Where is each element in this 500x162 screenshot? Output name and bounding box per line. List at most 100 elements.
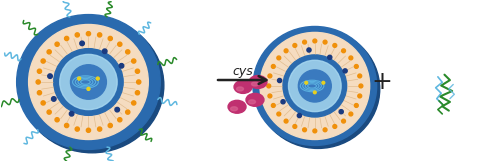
Circle shape	[354, 104, 358, 107]
Circle shape	[36, 80, 40, 84]
Circle shape	[328, 55, 332, 59]
Circle shape	[342, 119, 345, 123]
Circle shape	[136, 69, 140, 73]
Circle shape	[284, 119, 288, 123]
Circle shape	[302, 128, 306, 132]
Circle shape	[343, 69, 347, 73]
Circle shape	[119, 64, 124, 68]
Ellipse shape	[42, 45, 92, 79]
Ellipse shape	[248, 100, 256, 104]
Circle shape	[118, 42, 122, 46]
Circle shape	[38, 91, 42, 95]
Ellipse shape	[16, 15, 160, 149]
Circle shape	[268, 74, 272, 78]
Circle shape	[47, 110, 51, 114]
Circle shape	[323, 40, 327, 44]
Circle shape	[298, 113, 302, 118]
Circle shape	[272, 64, 275, 68]
Circle shape	[108, 36, 112, 40]
Circle shape	[55, 118, 59, 122]
Circle shape	[132, 101, 136, 105]
Ellipse shape	[246, 93, 264, 106]
Ellipse shape	[256, 29, 380, 148]
Circle shape	[52, 97, 56, 101]
Ellipse shape	[28, 24, 148, 139]
Text: cys: cys	[232, 65, 254, 78]
Circle shape	[75, 33, 80, 37]
Ellipse shape	[60, 54, 117, 110]
Circle shape	[267, 84, 270, 88]
Circle shape	[64, 123, 68, 128]
Circle shape	[349, 112, 353, 116]
Circle shape	[38, 69, 42, 73]
Ellipse shape	[20, 18, 164, 153]
Circle shape	[78, 77, 80, 80]
Ellipse shape	[228, 100, 246, 113]
Circle shape	[323, 128, 327, 132]
Circle shape	[281, 100, 285, 104]
Circle shape	[333, 44, 336, 47]
Circle shape	[126, 110, 130, 114]
Ellipse shape	[288, 60, 341, 112]
Ellipse shape	[234, 81, 252, 93]
Circle shape	[98, 127, 102, 131]
Ellipse shape	[70, 65, 106, 99]
Circle shape	[47, 50, 51, 54]
Circle shape	[342, 49, 345, 53]
Ellipse shape	[298, 70, 332, 102]
Circle shape	[358, 94, 362, 98]
Ellipse shape	[260, 32, 370, 139]
Circle shape	[96, 77, 100, 80]
Circle shape	[80, 41, 84, 46]
Circle shape	[339, 110, 344, 114]
Circle shape	[98, 33, 102, 37]
Circle shape	[358, 74, 362, 78]
Circle shape	[293, 125, 296, 128]
Ellipse shape	[236, 87, 244, 91]
Ellipse shape	[252, 82, 258, 86]
Ellipse shape	[253, 26, 376, 145]
Circle shape	[102, 49, 107, 53]
Circle shape	[268, 94, 272, 98]
Circle shape	[86, 128, 90, 132]
Circle shape	[314, 91, 316, 94]
Circle shape	[354, 64, 358, 68]
Ellipse shape	[283, 55, 346, 117]
Circle shape	[48, 74, 52, 78]
Circle shape	[41, 101, 46, 105]
Circle shape	[302, 40, 306, 44]
Circle shape	[277, 56, 280, 60]
Circle shape	[307, 48, 311, 52]
Ellipse shape	[274, 53, 318, 83]
Circle shape	[322, 81, 324, 84]
Circle shape	[132, 59, 136, 63]
Circle shape	[55, 42, 59, 46]
Circle shape	[284, 49, 288, 53]
Circle shape	[64, 36, 68, 40]
Circle shape	[313, 39, 316, 43]
Circle shape	[118, 118, 122, 122]
Ellipse shape	[54, 49, 123, 115]
Circle shape	[333, 125, 336, 128]
Circle shape	[293, 44, 296, 47]
Circle shape	[136, 80, 141, 84]
Circle shape	[313, 129, 316, 133]
Circle shape	[126, 50, 130, 54]
Circle shape	[136, 91, 140, 95]
Circle shape	[87, 87, 90, 90]
Circle shape	[278, 78, 281, 83]
Circle shape	[272, 104, 275, 107]
Circle shape	[70, 111, 74, 116]
Ellipse shape	[249, 75, 267, 88]
Circle shape	[41, 59, 46, 63]
Circle shape	[349, 56, 353, 60]
Circle shape	[277, 112, 280, 116]
Circle shape	[359, 84, 363, 88]
Ellipse shape	[230, 107, 237, 111]
Circle shape	[75, 127, 80, 131]
Circle shape	[108, 123, 112, 128]
Circle shape	[115, 107, 119, 112]
Circle shape	[86, 32, 90, 36]
Circle shape	[305, 81, 308, 84]
Text: +: +	[371, 70, 392, 94]
